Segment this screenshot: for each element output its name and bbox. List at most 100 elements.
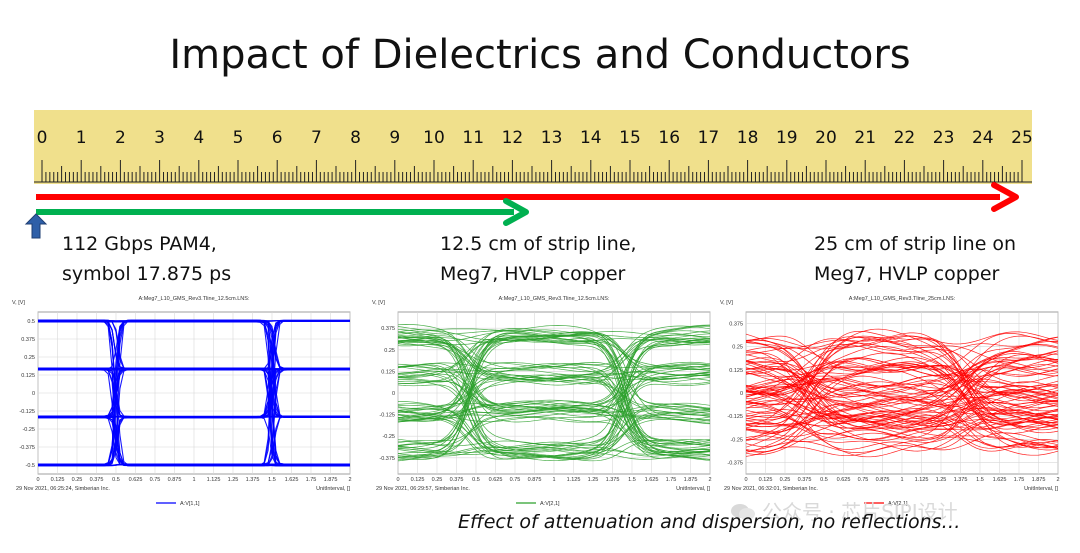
eye-trace (746, 361, 1058, 441)
eye-trace (398, 330, 710, 416)
x-tick-label: 0.125 (411, 477, 425, 483)
eye-trace (746, 377, 1058, 430)
x-tick-label: 1.625 (645, 477, 659, 483)
eye-trace (746, 342, 1058, 423)
eye-trace (398, 414, 710, 457)
ruler-label: 3 (154, 128, 165, 148)
watermark-text: 公众号 · 芯片SIPI设计 (762, 500, 958, 524)
x-tick-label: 0.5 (112, 477, 120, 483)
x-tick-label: 1.875 (324, 477, 338, 483)
eye-trace (746, 360, 1058, 426)
ruler-label: 17 (698, 128, 720, 148)
caption-line: Meg7, HVLP copper (440, 263, 626, 285)
y-tick-label: 0 (740, 391, 743, 397)
eye-trace (746, 335, 1058, 422)
eye-trace (398, 416, 710, 458)
eye-trace (398, 334, 710, 370)
eye-traces (398, 324, 710, 462)
eye-trace (398, 336, 710, 413)
ruler-label: 7 (311, 128, 322, 148)
y-tick-label: 0 (392, 391, 395, 397)
eye-trace (398, 338, 710, 453)
chart-title: A:Meg7_L10_GMS_Rev3.Tline_25cm.LNS: (849, 296, 956, 302)
x-tick-label: 1.625 (285, 477, 299, 483)
eye-trace (398, 369, 710, 422)
x-tick-label: 0.25 (432, 477, 443, 483)
eye-trace (398, 384, 710, 451)
y-tick-label: 0.25 (732, 345, 743, 351)
eye-diagram-chart: A:Meg7_L10_GMS_Rev3.Tline_12.5cm.LNS: V, … (372, 296, 712, 507)
eye-trace (746, 342, 1058, 406)
x-tick-label: 1.5 (628, 477, 636, 483)
ruler-label: 2 (115, 128, 126, 148)
eye-trace (398, 328, 710, 454)
x-tick-label: 0.75 (150, 477, 161, 483)
eye-trace (398, 377, 710, 447)
eye-trace (398, 328, 710, 383)
x-tick-label: 1.125 (567, 477, 581, 483)
eye-trace (398, 333, 710, 452)
ruler: 0 1 2 3 4 5 6 7 8 9 10 11 12 13 14 15 16 17 18 19 20 21 22 23 24… (34, 110, 1033, 184)
eye-trace (398, 325, 710, 448)
eye-trace (398, 366, 710, 422)
red-arrow-head (991, 182, 1019, 212)
x-axis-label: UnitInterval, [] (316, 486, 350, 492)
x-tick-label: 0.375 (90, 477, 104, 483)
ruler-label: 22 (894, 128, 916, 148)
eye-trace (398, 332, 710, 443)
eye-trace (746, 352, 1058, 448)
ruler-label: 20 (815, 128, 837, 148)
eye-traces (38, 319, 350, 467)
eye-trace (746, 328, 1058, 441)
x-tick-label: 0.375 (450, 477, 464, 483)
caption-signal: 112 Gbps PAM4, symbol 17.875 ps (62, 229, 231, 289)
x-tick-label: 1 (192, 477, 195, 483)
y-tick-label: 0.125 (729, 368, 743, 374)
x-tick-label: 1 (552, 477, 555, 483)
ruler-scale: 0 1 2 3 4 5 6 7 8 9 10 11 12 13 14 15 16 17 18 19 20 21 22 23 24… (34, 128, 1033, 183)
legend-label: A:V[2,1] (540, 501, 560, 507)
eye-trace (746, 337, 1058, 434)
ruler-label: 12 (502, 128, 524, 148)
ruler-label: 4 (193, 128, 204, 148)
ruler-label: 10 (423, 128, 445, 148)
legend-label: A:V[1,1] (180, 501, 200, 507)
x-axis-label: UnitInterval, [] (676, 486, 710, 492)
eye-trace (746, 335, 1058, 420)
x-tick-label: 0.875 (168, 477, 182, 483)
x-tick-label: 0.25 (72, 477, 83, 483)
eye-trace (746, 339, 1058, 409)
ruler-label: 23 (933, 128, 955, 148)
eye-trace (746, 392, 1058, 422)
eye-trace (746, 339, 1058, 409)
eye-trace (746, 353, 1058, 394)
eye-trace (398, 326, 710, 459)
eye-trace (398, 329, 710, 418)
eye-trace (746, 386, 1058, 426)
y-tick-label: -0.375 (727, 460, 743, 466)
eye-trace (746, 344, 1058, 453)
green-arrow-head (503, 198, 529, 226)
caption-line: 112 Gbps PAM4, (62, 233, 217, 255)
eye-trace (38, 320, 350, 466)
eye-trace (746, 398, 1058, 452)
eye-trace (746, 410, 1058, 457)
eye-trace (398, 329, 710, 420)
x-tick-label: 0.75 (510, 477, 521, 483)
eye-trace (746, 344, 1058, 415)
chart-title: A:Meg7_L10_GMS_Rev3.Tline_12.5cm.LNS: (139, 296, 250, 302)
slide-title: Impact of Dielectrics and Conductors (169, 32, 911, 78)
eye-trace (746, 336, 1058, 369)
ruler-label: 9 (389, 128, 400, 148)
y-tick-label: 0.375 (21, 337, 35, 343)
eye-trace (398, 370, 710, 424)
y-tick-label: 0 (32, 391, 35, 397)
footnote: Effect of attenuation and dispersion, no… (458, 511, 961, 533)
eye-trace (746, 354, 1058, 453)
y-tick-label: 0.375 (381, 326, 395, 332)
x-tick-label: 1.75 (1014, 477, 1025, 483)
wechat-icon (731, 504, 755, 520)
x-tick-label: 0.625 (837, 477, 851, 483)
x-tick-label: 1.25 (936, 477, 947, 483)
x-tick-label: 0.5 (820, 477, 828, 483)
